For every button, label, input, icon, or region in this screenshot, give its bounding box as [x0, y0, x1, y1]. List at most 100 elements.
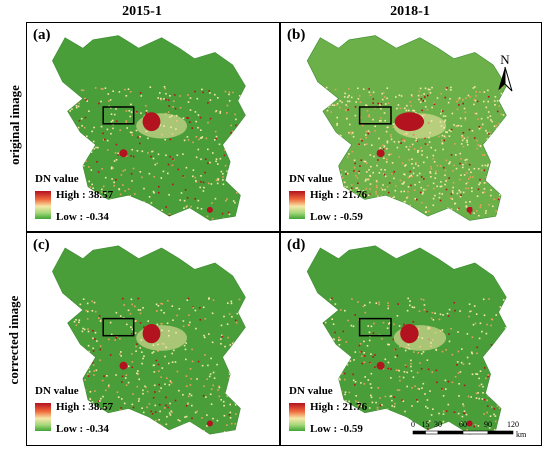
dn-pixel — [411, 387, 413, 389]
dn-pixel — [509, 160, 511, 162]
dn-pixel — [336, 167, 339, 169]
dn-pixel — [397, 104, 400, 106]
dn-pixel — [500, 148, 503, 151]
dn-pixel — [466, 158, 468, 161]
dn-pixel — [72, 162, 75, 165]
dn-pixel — [476, 373, 479, 375]
dn-pixel — [379, 199, 381, 201]
dn-pixel — [429, 172, 432, 174]
dn-pixel — [396, 146, 399, 149]
dn-pixel — [117, 418, 119, 421]
dn-pixel — [315, 417, 317, 419]
dn-pixel — [329, 99, 332, 102]
dn-pixel — [244, 194, 246, 197]
dn-pixel — [386, 327, 389, 329]
dn-pixel — [72, 124, 74, 127]
dn-pixel — [374, 207, 376, 210]
dn-pixel — [127, 188, 130, 190]
dn-pixel — [131, 134, 134, 136]
dn-pixel — [310, 340, 312, 342]
dn-pixel — [366, 162, 368, 165]
dn-pixel — [235, 118, 237, 121]
dn-pixel — [224, 90, 227, 93]
dn-pixel — [475, 95, 477, 97]
dn-pixel — [129, 131, 132, 134]
dn-pixel — [384, 395, 387, 398]
dn-pixel — [484, 181, 487, 184]
dn-pixel — [441, 388, 443, 390]
dn-pixel — [92, 187, 94, 189]
dn-pixel — [340, 146, 343, 148]
dn-pixel — [387, 191, 390, 194]
dn-pixel — [426, 108, 429, 111]
dn-pixel — [238, 369, 240, 372]
dn-pixel — [399, 427, 402, 430]
dn-pixel — [311, 437, 313, 439]
dn-pixel — [399, 346, 401, 348]
dn-pixel — [381, 98, 384, 101]
dn-pixel — [474, 322, 477, 325]
dn-pixel — [498, 407, 501, 409]
dn-pixel — [395, 96, 397, 98]
dn-pixel — [394, 402, 396, 405]
dn-pixel — [134, 305, 136, 308]
dn-pixel — [169, 414, 172, 416]
dn-pixel — [73, 320, 76, 323]
dn-pixel — [247, 195, 249, 197]
dn-pixel — [88, 350, 90, 353]
dn-pixel — [74, 342, 76, 344]
dn-pixel — [168, 214, 171, 217]
dn-pixel — [321, 438, 323, 440]
dn-pixel — [171, 352, 173, 355]
dn-pixel — [114, 423, 117, 425]
dn-pixel — [424, 393, 426, 395]
dn-pixel — [322, 159, 324, 161]
dn-pixel — [230, 132, 232, 134]
dn-pixel — [56, 104, 58, 107]
dn-pixel — [370, 396, 373, 399]
dn-pixel — [484, 164, 487, 167]
dn-pixel — [234, 134, 237, 136]
dn-pixel — [84, 116, 87, 119]
dn-pixel — [432, 204, 435, 207]
dn-pixel — [242, 126, 245, 128]
dn-pixel — [104, 406, 106, 409]
dn-pixel — [160, 177, 163, 179]
dn-pixel — [84, 379, 86, 381]
dn-pixel — [386, 217, 389, 219]
dn-pixel — [61, 135, 63, 137]
dn-pixel — [390, 136, 392, 138]
dn-pixel — [464, 159, 467, 161]
dn-pixel — [108, 338, 110, 341]
dn-pixel — [158, 419, 160, 421]
dn-pixel — [492, 145, 494, 148]
dn-pixel — [319, 168, 322, 170]
dn-pixel — [242, 105, 244, 108]
dn-pixel — [421, 201, 423, 204]
dn-pixel — [127, 436, 129, 438]
dn-pixel — [416, 371, 419, 374]
dn-pixel — [496, 189, 498, 191]
dn-pixel — [167, 111, 170, 113]
dn-pixel — [102, 395, 104, 398]
dn-pixel — [387, 425, 390, 427]
dn-pixel — [451, 353, 454, 356]
dn-pixel — [137, 214, 139, 217]
dn-pixel — [172, 319, 174, 321]
dn-pixel — [415, 112, 417, 114]
dn-pixel — [91, 183, 93, 186]
dn-pixel — [461, 139, 464, 142]
dn-pixel — [340, 206, 343, 208]
dn-pixel — [403, 139, 406, 142]
dn-pixel — [375, 401, 377, 404]
dn-pixel — [334, 303, 337, 305]
dn-pixel — [134, 220, 136, 222]
dn-pixel — [497, 198, 500, 201]
dn-pixel — [163, 407, 166, 409]
dn-pixel — [137, 297, 140, 300]
dn-pixel — [149, 86, 152, 88]
dn-pixel — [308, 170, 311, 172]
dn-pixel — [486, 138, 489, 140]
dn-pixel — [142, 389, 144, 392]
dn-pixel — [414, 385, 416, 387]
